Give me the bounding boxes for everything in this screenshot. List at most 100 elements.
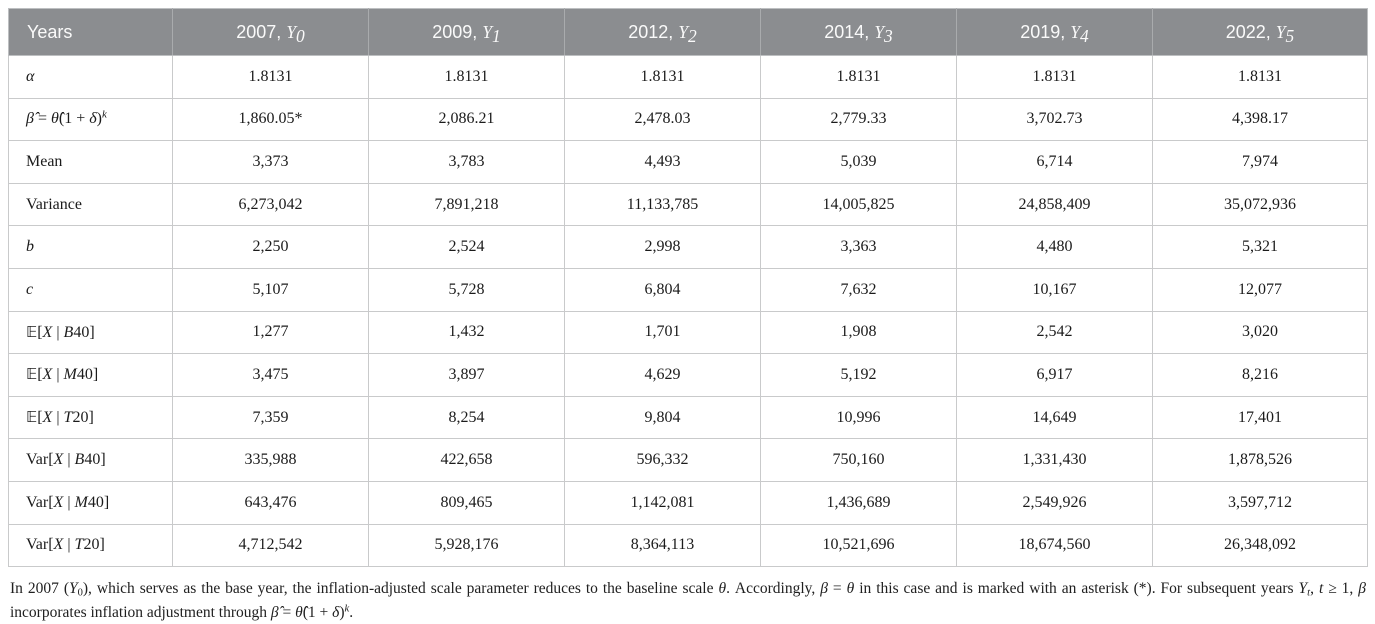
text-run: 2007, [236, 21, 287, 42]
text-run: X [53, 451, 64, 469]
table-row: b 2,250 2,524 2,998 3,363 4,480 5,321 [8, 225, 1368, 269]
text-run: in this case and is marked with an aster… [854, 580, 1299, 598]
row-label: Var[X | T20] [8, 523, 173, 568]
data-cell: 1.8131 [564, 55, 761, 99]
table-row: β̂ = θ̂(1 + δ)k 1,860.05* 2,086.21 2,478.03… [8, 97, 1368, 142]
text-run: k [101, 108, 107, 121]
text-run: θ [846, 580, 855, 598]
table-row: 𝔼[X | T20] 7,359 8,254 9,804 10,996 14,649 17,… [8, 395, 1368, 440]
text-run: ≥ 1, [1323, 580, 1359, 598]
data-cell: 1.8131 [1152, 55, 1368, 99]
data-cell: 5,321 [1152, 225, 1368, 269]
data-cell: 7,359 [172, 395, 369, 440]
text-run: = [278, 603, 296, 621]
data-cell: 14,005,825 [760, 182, 957, 227]
row-label: 𝔼[X | T20] [8, 395, 173, 440]
data-cell: 4,398.17 [1152, 97, 1368, 142]
text-run: . [349, 603, 354, 621]
table-row: Mean 3,373 3,783 4,493 5,039 6,714 7,974 [8, 140, 1368, 184]
data-cell: 1,878,526 [1152, 438, 1368, 482]
data-cell: 6,273,042 [172, 182, 369, 227]
data-cell: 1.8131 [172, 55, 369, 99]
data-cell: 3,597,712 [1152, 480, 1368, 525]
text-run: Y [874, 21, 885, 42]
data-cell: 809,465 [368, 480, 565, 525]
table-row: Variance 6,273,042 7,891,218 11,133,785 14,0… [8, 182, 1368, 227]
data-cell: 4,480 [956, 225, 1153, 269]
text-run: t [1307, 587, 1311, 599]
text-run: B [74, 451, 85, 469]
text-run: X [42, 366, 53, 384]
data-cell: 12,077 [1152, 267, 1368, 312]
text-run: | [52, 323, 64, 341]
text-run: 4 [1080, 25, 1089, 46]
text-run: 40] [76, 366, 99, 384]
text-run: In 2007 ( [10, 580, 69, 598]
data-cell: 9,804 [564, 395, 761, 440]
table-row: Var[X | T20] 4,712,542 5,928,176 8,364,113 1… [8, 523, 1368, 568]
row-label: Variance [8, 182, 173, 227]
text-run: 0 [77, 587, 83, 599]
data-cell: 3,020 [1152, 310, 1368, 355]
data-cell: 6,714 [956, 140, 1153, 184]
data-cell: 5,192 [760, 353, 957, 397]
text-run: Y [286, 21, 297, 42]
data-cell: 1.8131 [956, 55, 1153, 99]
data-cell: 643,476 [172, 480, 369, 525]
data-cell: 4,712,542 [172, 523, 369, 568]
row-label: Mean [8, 140, 173, 184]
text-run: M [63, 366, 77, 384]
header-cell-year-5: 2022, Y5 [1152, 8, 1368, 56]
data-cell: 2,524 [368, 225, 565, 269]
text-run: 20] [83, 536, 105, 554]
data-cell: 11,133,785 [564, 182, 761, 227]
table-body: α 1.8131 1.8131 1.8131 1.8131 1.8131 1.8131 β̂ … [8, 55, 1368, 568]
text-run: t [1318, 580, 1324, 598]
text-run: X [42, 323, 53, 341]
text-run: 1 [492, 25, 501, 46]
text-run: Var[ [26, 536, 54, 554]
data-cell: 35,072,936 [1152, 182, 1368, 227]
header-row: Years 2007, Y0 2009, Y1 2012, Y2 2014, Y3 20… [8, 8, 1368, 56]
text-run: Y [1275, 21, 1286, 42]
text-run: [ [37, 409, 43, 427]
header-cell-year-2: 2012, Y2 [564, 8, 761, 56]
row-label: Var[X | M40] [8, 480, 173, 525]
text-run: β̂ [270, 603, 279, 621]
text-run: 𝔼 [26, 322, 38, 341]
row-label: 𝔼[X | M40] [8, 353, 173, 397]
text-run: | [52, 366, 64, 384]
text-run: 2 [688, 25, 697, 46]
text-run: Var[ [26, 451, 54, 469]
header-cell-year-0: 2007, Y0 [172, 8, 369, 56]
text-run: Y [678, 21, 689, 42]
text-run: T [74, 536, 84, 554]
data-cell: 2,542 [956, 310, 1153, 355]
text-run: | [63, 536, 75, 554]
data-cell: 3,783 [368, 140, 565, 184]
text-run: M [74, 493, 88, 511]
text-run: T [63, 409, 73, 427]
data-cell: 1,142,081 [564, 480, 761, 525]
text-run: θ̂ [51, 110, 59, 128]
text-run: [ [37, 366, 43, 384]
table-header: Years 2007, Y0 2009, Y1 2012, Y2 2014, Y3 20… [8, 8, 1368, 56]
data-cell: 1,860.05* [172, 97, 369, 142]
header-cell-year-4: 2019, Y4 [956, 8, 1153, 56]
text-run: β̂ [26, 110, 34, 128]
data-cell: 1,277 [172, 310, 369, 355]
data-cell: 7,974 [1152, 140, 1368, 184]
table-row: Var[X | M40] 643,476 809,465 1,142,081 1,436… [8, 480, 1368, 525]
data-cell: 2,086.21 [368, 97, 565, 142]
table-row: α 1.8131 1.8131 1.8131 1.8131 1.8131 1.8131 [8, 55, 1368, 99]
text-run: [ [37, 323, 43, 341]
text-run: , [1310, 580, 1319, 598]
data-cell: 2,549,926 [956, 480, 1153, 525]
text-run: Y [482, 21, 493, 42]
data-cell: 1,436,689 [760, 480, 957, 525]
text-run: 20] [72, 409, 94, 427]
data-cell: 7,632 [760, 267, 957, 312]
table-row: 𝔼[X | B40] 1,277 1,432 1,701 1,908 2,542 3,020 [8, 310, 1368, 355]
text-run: Y [1070, 21, 1081, 42]
